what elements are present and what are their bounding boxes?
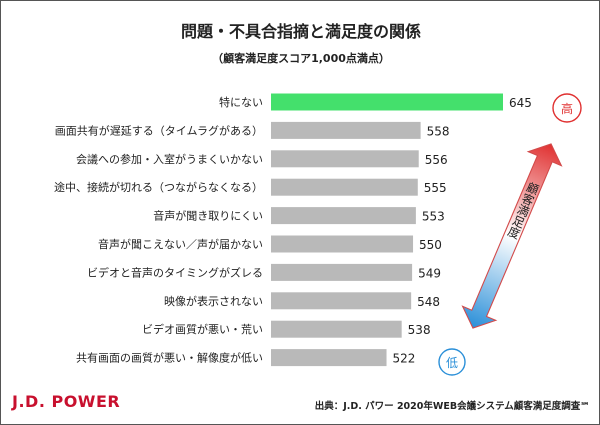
category-label: 途中、接続が切れる（つながらなくなる）	[54, 180, 263, 194]
value-label: 556	[425, 153, 448, 167]
source-note: 出典：J.D. パワー 2020年WEB会議システム顧客満足度調査℠	[314, 401, 590, 412]
value-label: 558	[427, 124, 450, 138]
satisfaction-arrow: 顧客満足度	[461, 143, 563, 329]
low-marker	[438, 348, 466, 376]
category-label: 音声が聞こえない／声が届かない	[98, 237, 263, 251]
value-label: 555	[424, 181, 447, 195]
bar	[271, 93, 503, 111]
bar	[271, 320, 402, 338]
chart-title: 問題・不具合指摘と満足度の関係	[180, 22, 421, 41]
category-label: 特にない	[219, 95, 263, 109]
category-label: 映像が表示されない	[164, 294, 263, 308]
high-marker	[552, 93, 582, 123]
bars-layer: 特にない 645 画面共有が遅延する（タイムラグがある） 558 会議への参加・入室がう…	[54, 93, 532, 367]
value-label: 550	[419, 238, 442, 252]
satisfaction-scale: 高低 顧客満足度	[438, 93, 582, 376]
category-label: 会議への参加・入室がうまくいかない	[76, 152, 263, 166]
value-label: 553	[422, 210, 445, 224]
value-label: 645	[509, 96, 532, 110]
bar	[271, 263, 413, 281]
bar	[271, 235, 414, 253]
bar	[271, 178, 418, 196]
high-label: 高	[561, 101, 573, 116]
brand-logo: J.D. POWER	[12, 392, 121, 411]
low-label: 低	[446, 356, 458, 370]
bar	[271, 121, 421, 139]
category-label: 音声が聞き取りにくい	[153, 209, 263, 223]
category-label: 画面共有が遅延する（タイムラグがある）	[55, 123, 263, 137]
bar	[271, 349, 387, 367]
bar	[271, 207, 416, 225]
category-label: ビデオと音声のタイミングがズレる	[87, 265, 263, 279]
category-label: ビデオ画質が悪い・荒い	[142, 322, 263, 336]
bar	[271, 292, 412, 310]
value-label: 538	[408, 323, 431, 337]
category-label: 共有画面の画質が悪い・解像度が低い	[76, 351, 263, 365]
value-label: 548	[417, 295, 440, 309]
bar	[271, 150, 419, 168]
chart-subtitle: （顧客満足度スコア1,000点満点）	[212, 52, 390, 65]
arrow-shape	[461, 143, 563, 329]
value-label: 549	[418, 266, 441, 280]
value-label: 522	[393, 352, 416, 366]
